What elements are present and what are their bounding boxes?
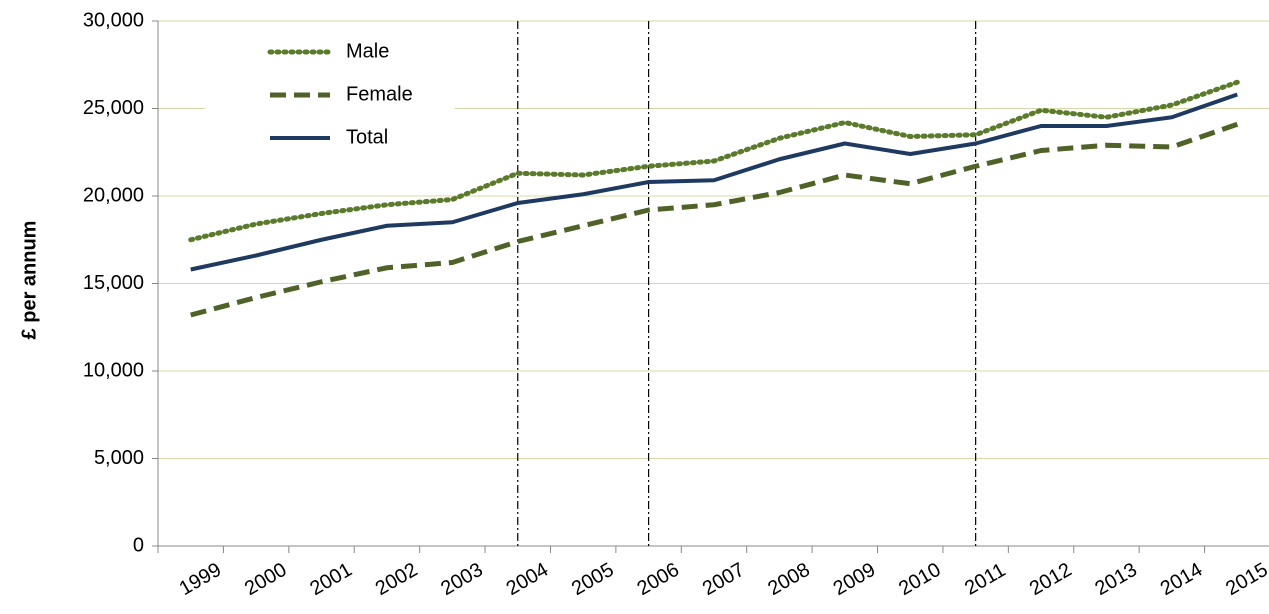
y-tick-label: 30,000 (83, 9, 144, 31)
x-tick-label: 2005 (568, 559, 618, 600)
x-tick-label: 2013 (1091, 559, 1141, 600)
x-tick-label: 2010 (895, 559, 945, 600)
x-tick-label: 2006 (633, 559, 683, 600)
x-tick-label: 2008 (764, 559, 814, 600)
y-tick-label: 0 (133, 534, 144, 556)
x-tick-label: 2003 (437, 559, 487, 600)
y-tick-label: 5,000 (94, 447, 144, 469)
x-tick-label: 2001 (306, 559, 356, 600)
legend: Male Female Total (205, 30, 455, 156)
x-tick-label: 2011 (961, 559, 1009, 600)
x-tick-label: 2007 (699, 559, 749, 600)
series-line (190, 121, 1239, 318)
x-tick-label: 2015 (1222, 559, 1269, 600)
x-tick-label: 2012 (1026, 559, 1076, 600)
x-tick-label: 2002 (372, 559, 422, 600)
series-line (188, 79, 1240, 243)
y-axis-label: £ per annum (18, 221, 40, 340)
x-tick-label: 2004 (503, 559, 553, 600)
legend-label: Male (346, 40, 389, 62)
y-tick-label: 25,000 (83, 97, 144, 119)
series-line (190, 92, 1238, 272)
legend-label: Total (346, 126, 388, 148)
x-tick-label: 2009 (830, 559, 880, 600)
y-tick-label: 15,000 (83, 272, 144, 294)
x-tick-label: 1999 (176, 559, 226, 600)
y-tick-label: 10,000 (83, 359, 144, 381)
legend-label: Female (346, 83, 413, 105)
y-tick-label: 20,000 (83, 184, 144, 206)
x-tick-label: 2014 (1157, 559, 1207, 600)
x-tick-label: 2000 (241, 559, 291, 600)
